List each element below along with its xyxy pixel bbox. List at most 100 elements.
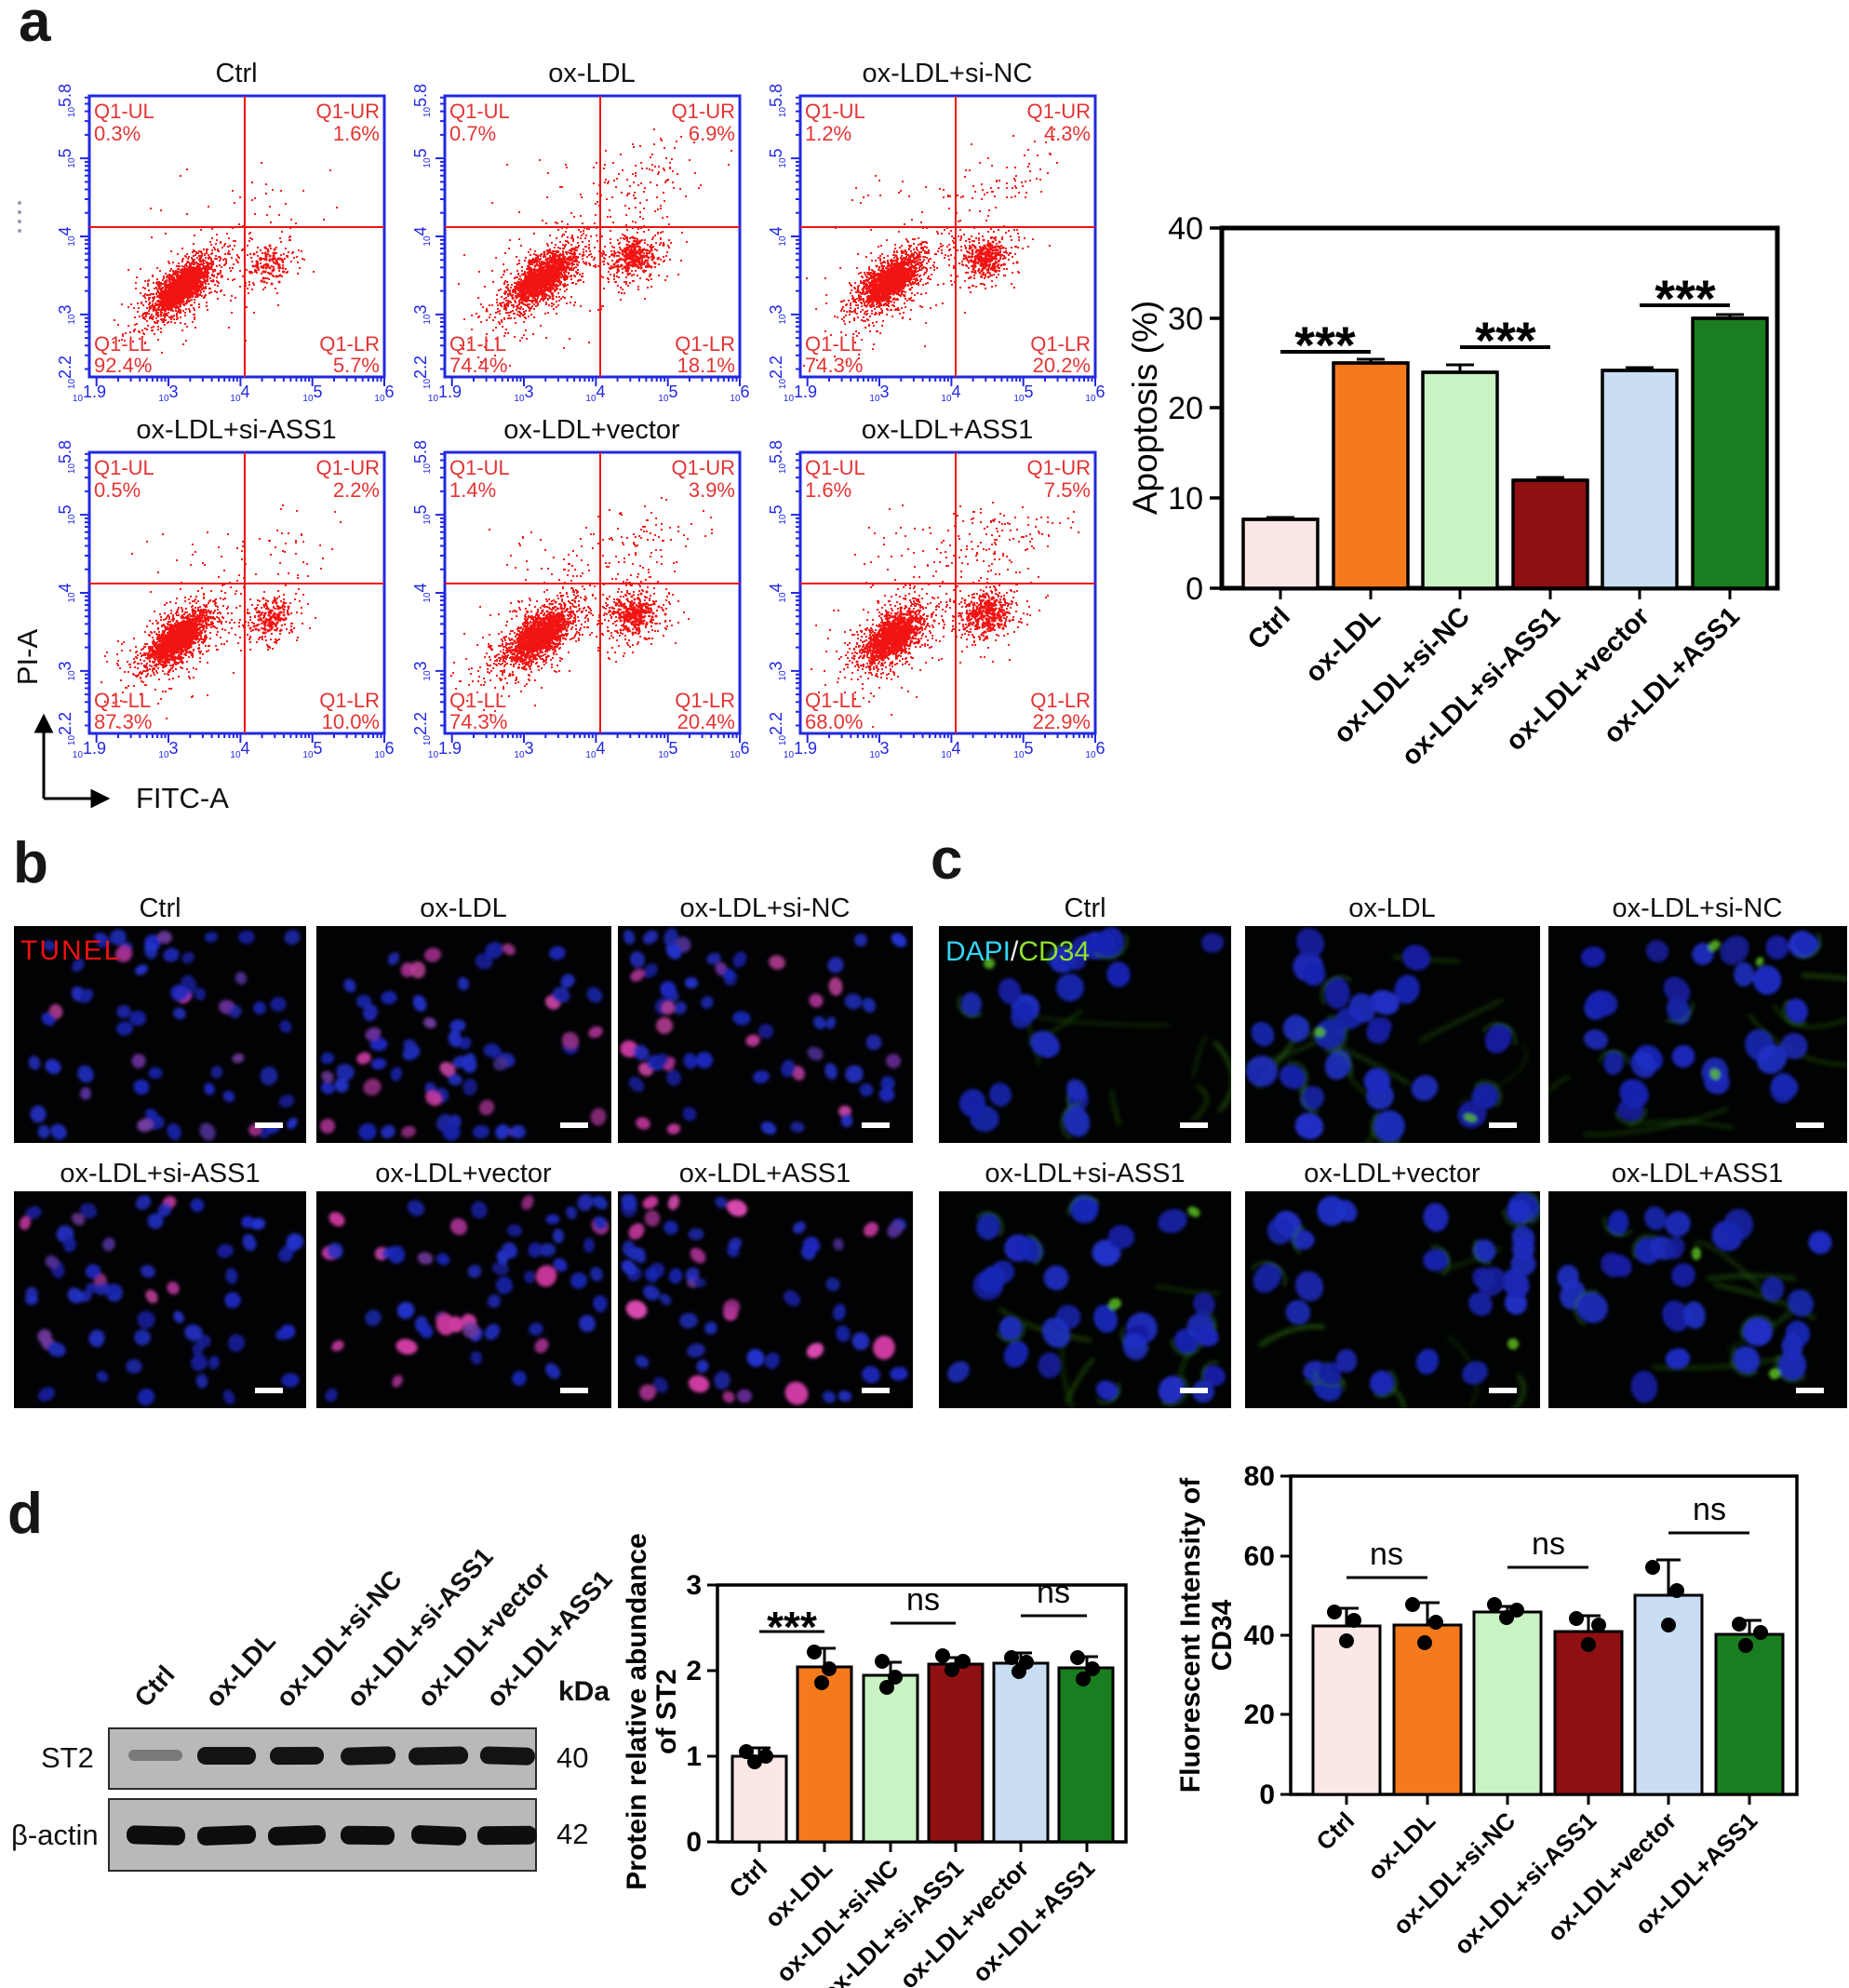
svg-text:4.3%: 4.3% (1044, 122, 1091, 145)
svg-text:6.9%: 6.9% (689, 122, 735, 145)
svg-text:105: 105 (658, 739, 677, 760)
svg-text:105.8: 105.8 (411, 440, 433, 474)
svg-text:Q1-UR: Q1-UR (316, 456, 380, 479)
svg-text:105.8: 105.8 (767, 84, 788, 117)
svg-text:Q1-UL: Q1-UL (449, 456, 510, 479)
svg-text:104: 104 (230, 383, 249, 404)
svg-text:103: 103 (514, 383, 533, 404)
svg-text:0: 0 (686, 1827, 702, 1858)
svg-text:Q1-LL: Q1-LL (94, 332, 151, 356)
svg-text:FITC-A: FITC-A (136, 782, 229, 814)
svg-text:105: 105 (302, 383, 322, 404)
svg-text:ns: ns (1037, 1575, 1070, 1610)
svg-text:Q1-UR: Q1-UR (1027, 100, 1091, 123)
svg-text:10.0%: 10.0% (322, 710, 380, 733)
svg-text:Q1-LL: Q1-LL (94, 689, 151, 712)
svg-text:Q1-LR: Q1-LR (319, 332, 380, 356)
svg-text:ox-LDL+si-ASS1: ox-LDL+si-ASS1 (136, 415, 336, 445)
svg-text:20: 20 (1168, 391, 1203, 426)
svg-text:104: 104 (585, 383, 605, 404)
svg-text:ns: ns (906, 1582, 940, 1618)
svg-text:Ctrl: Ctrl (1064, 893, 1105, 923)
svg-text:1.6%: 1.6% (333, 122, 380, 145)
svg-text:22.9%: 22.9% (1033, 710, 1091, 733)
svg-text:92.4%: 92.4% (94, 354, 152, 377)
svg-text:1.2%: 1.2% (805, 122, 851, 145)
svg-text:Q1-UL: Q1-UL (94, 456, 154, 479)
svg-text:Q1-LL: Q1-LL (805, 332, 862, 356)
svg-text:3.9%: 3.9% (689, 478, 735, 502)
svg-text:TUNEL: TUNEL (20, 935, 121, 966)
svg-text:ox-LDL+ASS1: ox-LDL+ASS1 (862, 415, 1034, 445)
svg-text:74.4%: 74.4% (449, 354, 507, 377)
svg-text:87.3%: 87.3% (94, 710, 152, 733)
svg-text:74.3%: 74.3% (449, 710, 507, 733)
svg-text:104: 104 (56, 226, 77, 246)
svg-text:Q1-LL: Q1-LL (805, 689, 862, 712)
svg-text:102.2: 102.2 (411, 712, 433, 746)
svg-text:kDa: kDa (558, 1676, 610, 1707)
svg-text:0: 0 (1259, 1780, 1275, 1810)
svg-text:10: 10 (1168, 481, 1203, 517)
svg-text:1.6%: 1.6% (805, 478, 851, 502)
svg-text:105: 105 (56, 504, 77, 524)
svg-text:104: 104 (585, 739, 605, 760)
svg-text:102.2: 102.2 (411, 356, 433, 389)
svg-text:40: 40 (556, 1741, 588, 1774)
svg-text:0.5%: 0.5% (94, 478, 141, 502)
svg-text:Q1-LL: Q1-LL (449, 332, 506, 356)
svg-text:101.9: 101.9 (784, 739, 817, 760)
svg-text:101.9: 101.9 (73, 383, 106, 404)
svg-text:ox-LDL+si-ASS1: ox-LDL+si-ASS1 (985, 1159, 1185, 1189)
svg-text:106: 106 (374, 383, 394, 404)
svg-text:d: d (7, 1482, 43, 1546)
svg-text:ox-LDL+ASS1: ox-LDL+ASS1 (1612, 1159, 1784, 1189)
svg-text:105.8: 105.8 (411, 84, 433, 117)
svg-text:103: 103 (767, 661, 788, 680)
svg-text:40: 40 (1168, 211, 1203, 247)
svg-text:ox-LDL: ox-LDL (420, 893, 507, 923)
svg-text:ox-LDL+vector: ox-LDL+vector (503, 415, 680, 445)
svg-text:103: 103 (158, 739, 178, 760)
svg-text:Q1-UR: Q1-UR (316, 100, 380, 123)
svg-text:***: *** (1294, 316, 1356, 374)
svg-text:β-actin: β-actin (11, 1819, 99, 1851)
svg-text:101.9: 101.9 (428, 739, 462, 760)
svg-text:ox-LDL: ox-LDL (1348, 893, 1436, 923)
svg-text:30: 30 (1168, 302, 1203, 337)
svg-text:104: 104 (941, 383, 960, 404)
svg-text:ns: ns (1693, 1492, 1726, 1527)
svg-text:60: 60 (1244, 1541, 1275, 1572)
svg-text:106: 106 (374, 739, 394, 760)
svg-text:104: 104 (411, 226, 433, 246)
svg-text:0.3%: 0.3% (94, 122, 141, 145)
svg-text:Q1-UL: Q1-UL (805, 456, 865, 479)
svg-text:b: b (13, 831, 48, 895)
svg-text:Q1-LR: Q1-LR (675, 689, 735, 712)
svg-text:7.5%: 7.5% (1044, 478, 1091, 502)
svg-text:103: 103 (411, 661, 433, 680)
svg-text:0: 0 (1186, 571, 1203, 607)
svg-text:Q1-UL: Q1-UL (94, 100, 154, 123)
svg-text:ns: ns (1370, 1537, 1403, 1572)
svg-text:Q1-UR: Q1-UR (672, 100, 735, 123)
svg-text:40: 40 (1244, 1620, 1275, 1651)
svg-text:104: 104 (767, 226, 788, 246)
svg-text:103: 103 (158, 383, 178, 404)
svg-text:***: *** (1655, 269, 1716, 328)
svg-text:ox-LDL+si-NC: ox-LDL+si-NC (1613, 893, 1783, 923)
svg-text:1: 1 (686, 1741, 702, 1772)
svg-text:105.8: 105.8 (56, 84, 77, 117)
svg-text:c: c (931, 827, 962, 892)
svg-text:105: 105 (767, 504, 788, 524)
svg-text:ns: ns (1532, 1526, 1565, 1562)
svg-text:Q1-LR: Q1-LR (675, 332, 735, 356)
svg-text:Q1-LR: Q1-LR (1030, 332, 1091, 356)
svg-text:Q1-UR: Q1-UR (1027, 456, 1091, 479)
svg-text:ST2: ST2 (41, 1741, 94, 1774)
svg-text:103: 103 (56, 304, 77, 324)
svg-text:105: 105 (1013, 739, 1033, 760)
svg-text:103: 103 (411, 304, 433, 324)
svg-text:104: 104 (230, 739, 249, 760)
svg-text:80: 80 (1244, 1461, 1275, 1492)
